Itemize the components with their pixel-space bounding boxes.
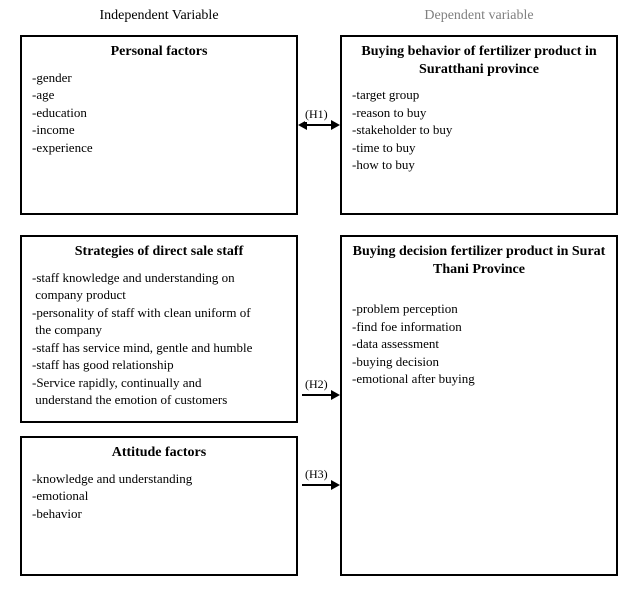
list-item: -education	[32, 104, 286, 122]
list-item: -find foe information	[352, 318, 606, 336]
box-items: -problem perception-find foe information…	[352, 286, 606, 388]
box-title: Attitude factors	[32, 444, 286, 462]
box-title: Buying decision fertilizer product in Su…	[352, 243, 606, 278]
box-items: -staff knowledge and understanding on co…	[32, 269, 286, 409]
box-title: Personal factors	[32, 43, 286, 61]
list-item: -buying decision	[352, 353, 606, 371]
box-attitude-factors: Attitude factors -knowledge and understa…	[20, 436, 298, 576]
box-title: Buying behavior of fertilizer product in…	[352, 43, 606, 78]
list-item: -staff has service mind, gentle and humb…	[32, 339, 286, 357]
header-independent: Independent Variable	[20, 8, 298, 24]
hypothesis-label-h1: (H1)	[305, 107, 328, 122]
list-item: -personality of staff with clean uniform…	[32, 304, 286, 339]
list-item: -target group	[352, 86, 606, 104]
list-item: -reason to buy	[352, 104, 606, 122]
list-item: -age	[32, 86, 286, 104]
list-item: -time to buy	[352, 139, 606, 157]
arrow-right-icon	[331, 120, 340, 130]
list-item: -gender	[32, 69, 286, 87]
list-item: -emotional after buying	[352, 370, 606, 388]
box-buying-behavior: Buying behavior of fertilizer product in…	[340, 35, 618, 215]
hypothesis-label-h2: (H2)	[305, 377, 328, 392]
arrow-right-icon	[331, 480, 340, 490]
list-item: -data assessment	[352, 335, 606, 353]
arrow-right-icon	[331, 390, 340, 400]
hypothesis-label-h3: (H3)	[305, 467, 328, 482]
list-item: -how to buy	[352, 156, 606, 174]
list-item: -experience	[32, 139, 286, 157]
box-items: -target group-reason to buy-stakeholder …	[352, 86, 606, 174]
list-item: -Service rapidly, continually and unders…	[32, 374, 286, 409]
box-title: Strategies of direct sale staff	[32, 243, 286, 261]
list-item: -behavior	[32, 505, 286, 523]
header-dependent: Dependent variable	[340, 8, 618, 24]
list-item: -staff has good relationship	[32, 356, 286, 374]
box-personal-factors: Personal factors -gender-age-education-i…	[20, 35, 298, 215]
box-items: -gender-age-education-income-experience	[32, 69, 286, 157]
list-item: -emotional	[32, 487, 286, 505]
box-strategies: Strategies of direct sale staff -staff k…	[20, 235, 298, 423]
box-items: -knowledge and understanding-emotional-b…	[32, 470, 286, 523]
list-item: -knowledge and understanding	[32, 470, 286, 488]
list-item: -staff knowledge and understanding on co…	[32, 269, 286, 304]
list-item: -income	[32, 121, 286, 139]
box-buying-decision: Buying decision fertilizer product in Su…	[340, 235, 618, 576]
list-item: -stakeholder to buy	[352, 121, 606, 139]
list-item: -problem perception	[352, 300, 606, 318]
